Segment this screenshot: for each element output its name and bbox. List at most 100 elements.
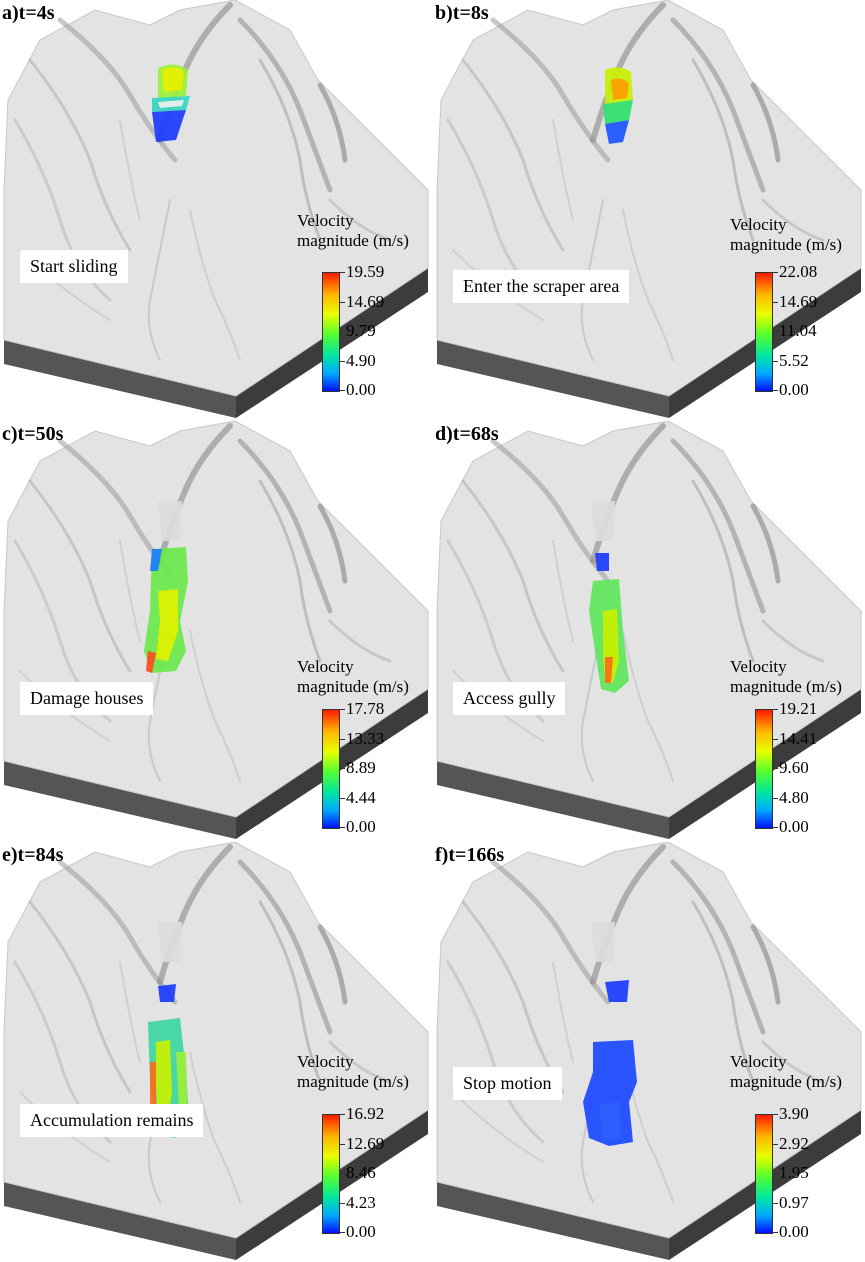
colorbar-tick-label: 16.92 — [346, 1104, 385, 1123]
terrain-side-front — [437, 340, 669, 418]
colorbar-tick-mark — [340, 1173, 345, 1174]
terrain-side-front — [4, 340, 236, 418]
legend-title-line2: magnitude (m/s) — [297, 231, 409, 250]
landslide-flow — [152, 64, 190, 142]
legend-title: Velocity magnitude (m/s) — [297, 211, 409, 251]
colorbar-tick-label: 13.33 — [346, 728, 385, 748]
colorbar-tick-label: 19.21 — [779, 699, 818, 718]
colorbar-tick-mark — [340, 390, 345, 391]
colorbar-tick-mark — [340, 301, 345, 303]
colorbar-tick-label: 1.95 — [779, 1163, 809, 1182]
landslide-flow-region — [158, 100, 184, 108]
colorbar-tick-mark — [773, 1173, 778, 1174]
colorbar-tick-label: 9.79 — [346, 321, 376, 340]
landslide-flow-region — [591, 501, 615, 541]
simulation-panel-2: b)t=8s Enter the scraper area Velocity m… — [433, 0, 865, 420]
colorbar — [322, 272, 340, 392]
colorbar-tick-label: 22.08 — [779, 262, 818, 281]
legend-title: Velocity magnitude (m/s) — [730, 657, 842, 697]
legend-title: Velocity magnitude (m/s) — [297, 657, 409, 697]
colorbar — [322, 709, 340, 829]
colorbar-tick-label: 8.89 — [346, 758, 376, 777]
panel-label: c)t=50s — [2, 423, 64, 445]
colorbar-tick-label: 4.44 — [346, 787, 376, 807]
landslide-flow-region — [595, 553, 609, 571]
legend-title-line2: magnitude (m/s) — [297, 1072, 409, 1091]
colorbar-tick-label: 5.52 — [779, 350, 809, 370]
colorbar-tick-mark — [340, 360, 345, 362]
colorbar-tick-label: 4.23 — [346, 1192, 376, 1212]
colorbar-tick-mark — [773, 360, 778, 362]
landslide-flow-region — [158, 984, 176, 1002]
colorbar-tick-label: 11.04 — [779, 321, 817, 340]
colorbar — [755, 709, 773, 829]
colorbar-tick-label: 19.59 — [346, 262, 385, 281]
colorbar-tick-mark — [773, 738, 778, 740]
colorbar-tick-mark — [340, 827, 345, 828]
colorbar-tick-label: 0.00 — [779, 817, 809, 836]
legend-title-line2: magnitude (m/s) — [297, 677, 409, 696]
landslide-flow-region — [591, 922, 615, 962]
colorbar — [755, 1114, 773, 1234]
terrain-ridges — [446, 844, 825, 1203]
colorbar-tick-mark — [773, 1143, 778, 1145]
terrain-ridges — [13, 2, 392, 361]
colorbar-tick-label: 4.90 — [346, 350, 376, 370]
landslide-flow-region — [611, 78, 629, 100]
landslide-flow-region — [156, 589, 178, 661]
colorbar-tick-mark — [773, 331, 778, 332]
landslide-flow-region — [605, 980, 629, 1002]
colorbar-tick-mark — [340, 1232, 345, 1233]
colorbar-tick-label: 14.41 — [779, 728, 818, 748]
panel-label: b)t=8s — [435, 2, 489, 24]
legend-title-line2: magnitude (m/s) — [730, 1072, 842, 1091]
colorbar-tick-mark — [340, 1143, 345, 1145]
colorbar-tick-label: 12.69 — [346, 1133, 385, 1153]
panel-label: e)t=84s — [2, 844, 64, 866]
colorbar-tick-label: 2.92 — [779, 1133, 809, 1153]
colorbar-tick-mark — [773, 827, 778, 828]
terrain-side-front — [4, 761, 236, 839]
stage-annotation: Enter the scraper area — [453, 270, 630, 303]
colorbar-tick-label: 0.00 — [346, 817, 376, 836]
colorbar-tick-mark — [340, 797, 345, 799]
panel-label: a)t=4s — [2, 2, 55, 24]
landslide-flow-region — [603, 100, 633, 124]
colorbar-tick-mark — [340, 1114, 345, 1115]
landslide-flow-region — [583, 1040, 637, 1146]
colorbar-tick-label: 9.60 — [779, 758, 809, 777]
landslide-flow-region — [150, 549, 162, 571]
landslide-flow-region — [158, 501, 182, 541]
legend-title: Velocity magnitude (m/s) — [730, 215, 842, 255]
landslide-flow-region — [605, 120, 629, 144]
colorbar-tick-mark — [773, 1202, 778, 1204]
colorbar-tick-label: 0.00 — [346, 380, 376, 399]
legend-title-line2: magnitude (m/s) — [730, 235, 842, 254]
colorbar-tick-mark — [773, 301, 778, 303]
stage-annotation: Accumulation remains — [20, 1104, 204, 1137]
landslide-flow-region — [162, 67, 184, 92]
colorbar-tick-label: 3.90 — [779, 1104, 809, 1123]
simulation-panel-4: d)t=68s Access gully Velocity magnitude … — [433, 421, 865, 841]
legend-title-line1: Velocity — [297, 657, 354, 676]
colorbar — [322, 1114, 340, 1234]
colorbar-tick-mark — [773, 1114, 778, 1115]
colorbar-tick-mark — [773, 797, 778, 799]
stage-annotation: Start sliding — [20, 250, 128, 283]
colorbar-tick-mark — [773, 272, 778, 273]
simulation-panel-1: a)t=4s Start sliding Velocity magnitude … — [0, 0, 432, 420]
panel-label: f)t=166s — [435, 844, 505, 866]
colorbar-tick-mark — [340, 331, 345, 332]
colorbar-tick-mark — [340, 1202, 345, 1204]
legend-title-line1: Velocity — [297, 1052, 354, 1071]
legend-title: Velocity magnitude (m/s) — [297, 1052, 409, 1092]
terrain-side-front — [4, 1182, 236, 1260]
terrain-side-front — [437, 1182, 669, 1260]
colorbar-tick-mark — [340, 768, 345, 769]
landslide-flow-region — [152, 110, 186, 142]
colorbar-tick-mark — [340, 272, 345, 273]
legend-title-line1: Velocity — [730, 1052, 787, 1071]
simulation-panel-6: f)t=166s Stop motion Velocity magnitude … — [433, 842, 865, 1262]
landslide-flow — [144, 501, 188, 673]
colorbar-tick-label: 17.78 — [346, 699, 385, 718]
